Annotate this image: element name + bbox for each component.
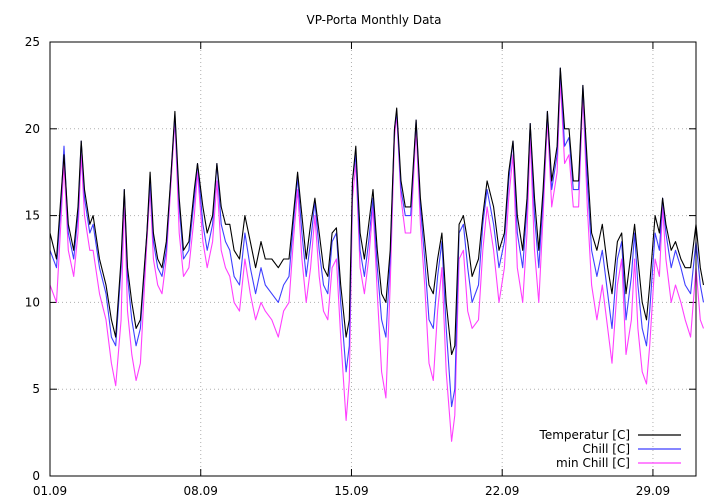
y-tick-label: 10: [25, 295, 40, 309]
legend-label: Temperatur [C]: [539, 428, 630, 442]
chart-title: VP-Porta Monthly Data: [307, 13, 442, 27]
y-tick-label: 5: [32, 382, 40, 396]
y-tick-label: 20: [25, 122, 40, 136]
plot-frame: [49, 41, 697, 477]
legend-label: Chill [C]: [582, 442, 630, 456]
x-tick-label: 08.09: [184, 484, 218, 498]
series-layer: [49, 67, 705, 442]
x-tick-label: 01.09: [33, 484, 67, 498]
series-line-2: [49, 79, 705, 442]
legend-label: min Chill [C]: [556, 456, 630, 470]
legend: Temperatur [C]Chill [C]min Chill [C]: [539, 428, 681, 470]
x-tick-label: 22.09: [485, 484, 519, 498]
x-tick-label: 29.09: [636, 484, 670, 498]
grid: [50, 42, 696, 476]
series-line-0: [49, 67, 705, 356]
x-tick-label: 15.09: [334, 484, 368, 498]
series-line-1: [49, 67, 705, 408]
y-tick-label: 0: [32, 469, 40, 483]
y-tick-label: 15: [25, 209, 40, 223]
y-tick-label: 25: [25, 35, 40, 49]
